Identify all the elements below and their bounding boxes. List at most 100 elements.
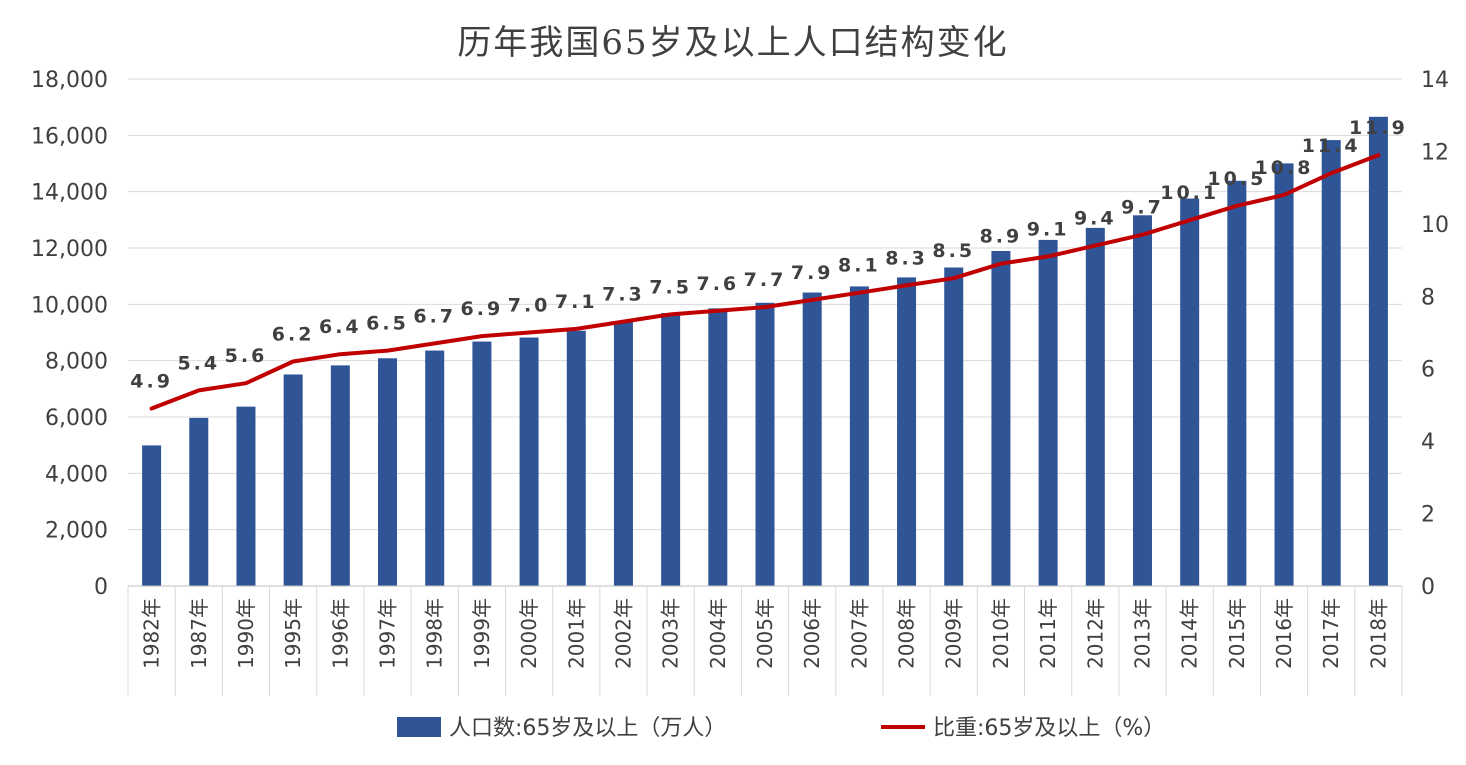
x-tick-label: 2017年 [1319, 598, 1343, 669]
x-tick-label: 2008年 [895, 598, 919, 669]
data-label: 8.1 [838, 255, 881, 277]
data-label: 10.1 [1160, 182, 1219, 204]
bar [1227, 180, 1247, 587]
data-label: 7.6 [696, 273, 739, 295]
bar [897, 277, 917, 586]
bar [661, 313, 681, 586]
x-tick-label: 2018年 [1366, 598, 1390, 669]
data-label: 6.2 [272, 323, 315, 345]
y-left-tick-label: 0 [94, 575, 108, 600]
bar [378, 358, 398, 586]
y-left-tick-label: 6,000 [45, 406, 108, 431]
legend-swatch-bar [397, 717, 441, 737]
y-left-tick-label: 18,000 [31, 68, 108, 93]
data-label: 7.0 [508, 295, 551, 317]
bar [755, 302, 775, 586]
data-label: 5.4 [177, 352, 220, 374]
bar [236, 406, 256, 586]
x-tick-label: 2011年 [1036, 598, 1060, 669]
x-tick-label: 2002年 [611, 598, 635, 669]
bar [1180, 198, 1200, 586]
chart-title: 历年我国65岁及以上人口结构变化 [457, 23, 1008, 63]
bar [283, 374, 303, 586]
y-left-tick-label: 10,000 [31, 293, 108, 318]
x-tick-label: 2010年 [989, 598, 1013, 669]
bar [708, 308, 728, 586]
x-tick-label: 1997年 [376, 598, 400, 669]
data-label: 8.5 [932, 240, 975, 262]
data-label: 7.3 [602, 284, 645, 306]
data-label: 7.9 [791, 262, 834, 284]
data-label: 10.5 [1207, 168, 1266, 190]
data-label: 9.1 [1027, 218, 1070, 240]
y-right-tick-label: 6 [1421, 358, 1435, 383]
y-right-tick-label: 4 [1421, 430, 1435, 455]
bar [330, 365, 350, 586]
legend: 人口数:65岁及以上（万人） 比重:65岁及以上（%） [397, 716, 1165, 741]
bar [802, 292, 822, 586]
y-right-tick-label: 14 [1421, 68, 1449, 93]
x-tick-label: 2007年 [847, 598, 871, 669]
bar [849, 286, 869, 586]
x-tick-label: 2009年 [942, 598, 966, 669]
data-label: 9.7 [1121, 197, 1164, 219]
data-labels: 4.95.4 5.66.2 6.4 6.5 6.7 6.9 7.0 7.1 7.3 7.5 7.6 7… [130, 117, 1408, 393]
x-tick-label: 2005年 [753, 598, 777, 669]
y-right-tick-label: 10 [1421, 213, 1449, 238]
x-tick-label: 2001年 [564, 598, 588, 669]
x-tick-label: 1987年 [187, 598, 211, 669]
data-label: 11.9 [1349, 117, 1408, 139]
legend-label-bar: 人口数:65岁及以上（万人） [449, 716, 726, 741]
data-label: 8.9 [980, 226, 1023, 248]
y-left-tick-label: 16,000 [31, 124, 108, 149]
data-label: 8.3 [885, 247, 928, 269]
y-right-tick-label: 2 [1421, 503, 1435, 528]
data-label: 4.9 [130, 371, 173, 393]
y-right-tick-label: 8 [1421, 285, 1435, 310]
bar [472, 341, 492, 586]
bar [944, 267, 964, 586]
bar [189, 417, 209, 586]
bar [425, 350, 445, 586]
share-line [149, 153, 1381, 411]
y-left-tick-label: 14,000 [31, 181, 108, 206]
y-left-tick-label: 2,000 [45, 519, 108, 544]
bar [1132, 215, 1152, 586]
x-tick-label: 1996年 [328, 598, 352, 669]
data-label: 7.7 [744, 269, 787, 291]
bar [519, 337, 539, 586]
y-left-tick-label: 8,000 [45, 350, 108, 375]
x-tick-label: 2000年 [517, 598, 541, 669]
data-label: 10.8 [1255, 157, 1314, 179]
x-tick-label: 2004年 [706, 598, 730, 669]
data-label: 7.5 [649, 276, 692, 298]
bar [613, 321, 633, 586]
x-tick-label: 2012年 [1083, 598, 1107, 669]
x-tick-label: 2015年 [1225, 598, 1249, 669]
bar [566, 330, 586, 586]
x-tick-label: 2014年 [1178, 598, 1202, 669]
bar [1368, 116, 1388, 586]
bar [1085, 227, 1105, 586]
x-tick-label: 1998年 [423, 598, 447, 669]
bar [1321, 140, 1341, 586]
legend-label-line: 比重:65岁及以上（%） [933, 716, 1165, 741]
x-tick-label: 2013年 [1130, 598, 1154, 669]
bar [1038, 239, 1058, 586]
data-label: 5.6 [225, 345, 268, 367]
bar-series [142, 116, 1388, 587]
data-label: 6.7 [413, 305, 456, 327]
x-tick-label: 1999年 [470, 598, 494, 669]
x-tick-label: 2006年 [800, 598, 824, 669]
data-label: 6.9 [461, 298, 504, 320]
x-tick-label: 1990年 [234, 598, 258, 669]
bar [1274, 163, 1294, 586]
y-right-tick-label: 0 [1421, 575, 1435, 600]
x-tick-label: 2016年 [1272, 598, 1296, 669]
axes: 0 2,000 4,000 6,000 8,000 10,000 12,000 14,000 1… [31, 68, 1449, 696]
x-tick-label: 2003年 [659, 598, 683, 669]
data-label: 7.1 [555, 291, 598, 313]
bar [991, 250, 1011, 587]
